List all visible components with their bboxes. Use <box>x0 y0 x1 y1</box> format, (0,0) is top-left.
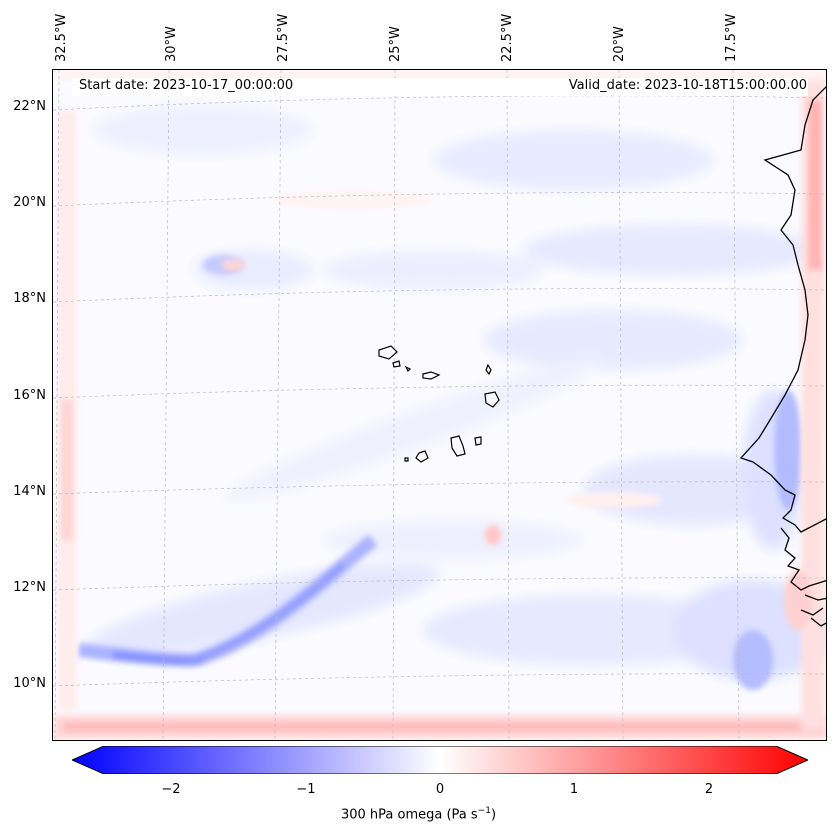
omega-field-positive <box>53 70 826 739</box>
lat-label-12n: 12°N <box>13 580 46 595</box>
coastline <box>739 86 826 627</box>
graticule <box>53 70 826 740</box>
lon-label-32-5w: 32.5°W <box>54 13 69 62</box>
lat-label-18n: 18°N <box>13 291 46 306</box>
lat-label-10n: 10°N <box>13 676 46 691</box>
lon-label-30w: 30°W <box>164 26 179 62</box>
lat-label-22n: 22°N <box>13 99 46 114</box>
colorbar <box>72 746 808 774</box>
lon-label-17-5w: 17.5°W <box>724 13 739 62</box>
colorbar-label: 300 hPa omega (Pa s−1) <box>0 806 837 822</box>
valid-date-label: Valid_date: 2023-10-18T15:00:00.00 <box>568 78 807 93</box>
colorbar-tick-neg1: −1 <box>296 782 316 797</box>
omega-field <box>86 105 826 680</box>
colorbar-tick-0: 0 <box>435 782 445 797</box>
lon-label-27-5w: 27.5°W <box>276 13 291 62</box>
colorbar-label-close: ) <box>490 807 497 823</box>
start-date-label: Start date: 2023-10-17_00:00:00 <box>79 78 294 93</box>
header-background <box>72 78 808 96</box>
colorbar-tick-2: 2 <box>704 782 714 797</box>
colorbar-tick-1: 1 <box>569 782 579 797</box>
map-area <box>52 69 827 741</box>
lat-label-16n: 16°N <box>13 388 46 403</box>
omega-contour-map <box>53 70 826 740</box>
lon-label-20w: 20°W <box>612 26 627 62</box>
colorbar-label-text: 300 hPa omega (Pa s <box>340 807 478 823</box>
lat-label-14n: 14°N <box>13 484 46 499</box>
lon-label-22-5w: 22.5°W <box>500 13 515 62</box>
colorbar-tick-neg2: −2 <box>161 782 181 797</box>
colorbar-label-exponent: −1 <box>477 806 491 816</box>
lat-label-20n: 20°N <box>13 195 46 210</box>
lon-label-25w: 25°W <box>388 26 403 62</box>
cabo-verde-islands <box>378 345 500 463</box>
